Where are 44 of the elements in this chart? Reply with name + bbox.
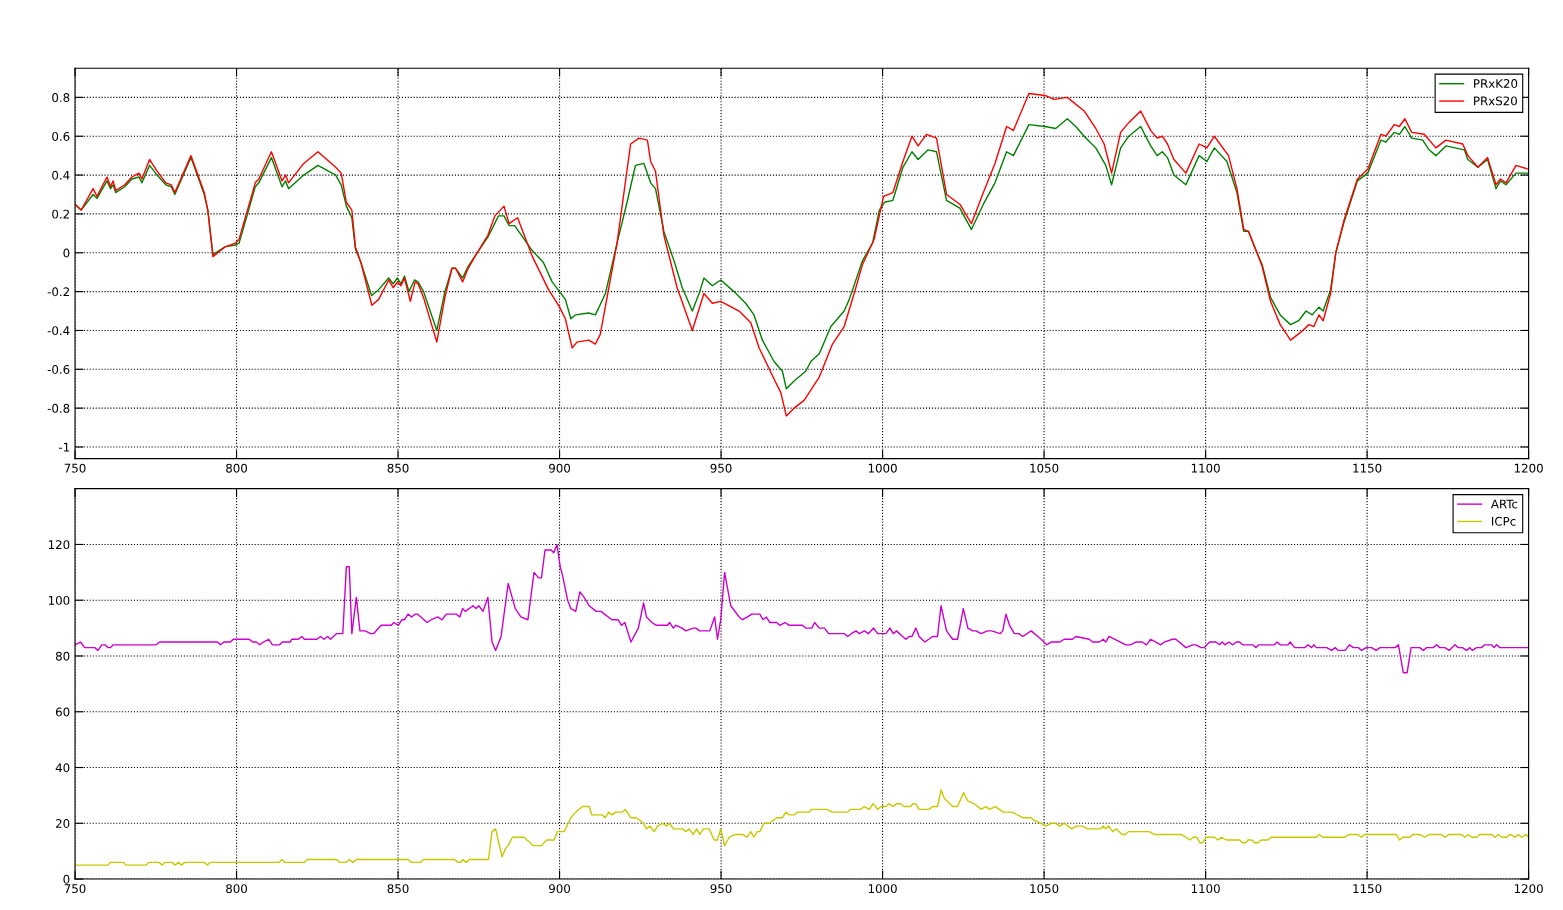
line-series — [75, 92, 1529, 417]
legend-label: PRxK20 — [1474, 79, 1518, 89]
legend-label: PRxS20 — [1474, 96, 1517, 106]
line-series — [75, 789, 1529, 866]
y-tick-label: -0.8 — [47, 403, 70, 413]
x-tick-label: 1000 — [868, 463, 897, 473]
x-tick-label: 1100 — [1191, 884, 1220, 894]
y-tick-label: 0 — [63, 874, 70, 884]
y-tick-label: 120 — [48, 540, 70, 550]
x-tick-label: 1000 — [868, 884, 897, 894]
x-tick-label: 950 — [710, 463, 732, 473]
y-tick-label: 0.8 — [52, 93, 70, 103]
x-tick-label: 900 — [549, 884, 571, 894]
legend-label: ICPc — [1492, 516, 1516, 526]
y-tick-label: 20 — [56, 819, 70, 828]
x-tick-label: 800 — [226, 884, 248, 894]
y-tick-label: -1 — [58, 442, 70, 452]
y-tick-label: 40 — [55, 763, 70, 773]
y-tick-label: 0.6 — [52, 131, 70, 141]
x-tick-label: 750 — [64, 884, 86, 894]
y-tick-label: -0.4 — [47, 326, 70, 336]
x-tick-label: 1050 — [1030, 884, 1059, 894]
y-tick-label: 0 — [63, 248, 70, 258]
x-tick-label: 850 — [387, 884, 409, 894]
x-tick-label: 900 — [549, 463, 571, 473]
y-tick-label: -0.6 — [47, 365, 70, 374]
y-tick-label: 60 — [55, 707, 70, 717]
x-tick-label: 950 — [710, 884, 732, 894]
x-tick-label: 800 — [226, 463, 248, 473]
x-tick-label: 1100 — [1191, 463, 1220, 473]
legend-label: ARTc — [1490, 499, 1518, 509]
y-tick-label: 80 — [55, 651, 70, 661]
line-series — [75, 543, 1529, 674]
x-tick-label: 1150 — [1353, 463, 1382, 473]
x-tick-label: 750 — [64, 463, 86, 473]
x-tick-label: 1150 — [1353, 884, 1382, 894]
y-tick-label: -0.2 — [47, 287, 69, 297]
x-tick-label: 1050 — [1030, 463, 1059, 473]
y-tick-label: 0.4 — [52, 170, 70, 180]
x-tick-label: 850 — [387, 463, 409, 473]
x-tick-label: 1200 — [1514, 884, 1543, 894]
y-tick-label: 100 — [48, 595, 70, 605]
x-tick-label: 1200 — [1514, 463, 1543, 473]
y-tick-label: 0.2 — [52, 209, 69, 219]
